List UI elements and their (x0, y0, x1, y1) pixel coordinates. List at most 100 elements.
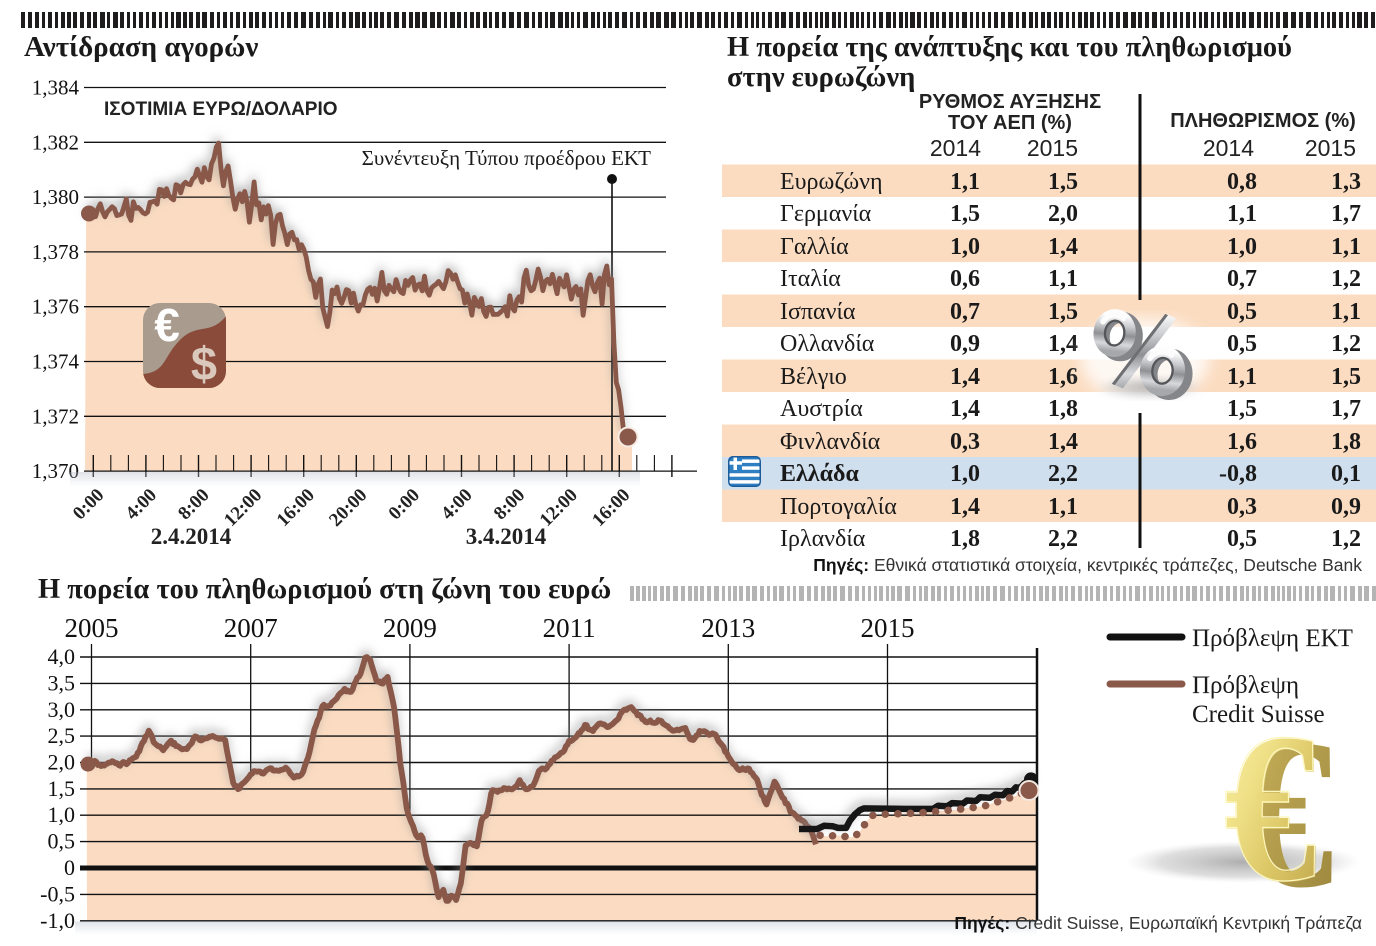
svg-text:Φινλανδία: Φινλανδία (780, 429, 881, 455)
svg-text:4:00: 4:00 (122, 485, 161, 524)
svg-text:-0,5: -0,5 (40, 881, 75, 906)
svg-text:Ισπανία: Ισπανία (780, 299, 856, 325)
svg-text:1,1: 1,1 (1331, 299, 1361, 325)
svg-text:$: $ (191, 337, 217, 390)
svg-text:1,2: 1,2 (1331, 331, 1361, 357)
svg-text:1,382: 1,382 (32, 130, 79, 154)
svg-text:Ευρωζώνη: Ευρωζώνη (780, 169, 883, 195)
svg-text:1,374: 1,374 (32, 350, 80, 374)
svg-text:2011: 2011 (543, 613, 596, 643)
svg-text:1,4: 1,4 (1048, 234, 1078, 260)
svg-text:0:00: 0:00 (69, 485, 108, 524)
svg-text:2,5: 2,5 (48, 723, 76, 748)
svg-text:1,0: 1,0 (950, 461, 980, 487)
svg-text:2,2: 2,2 (1048, 526, 1078, 552)
svg-text:2015: 2015 (1027, 135, 1078, 161)
svg-text:€: € (1224, 689, 1317, 926)
svg-text:ΡΥΘΜΟΣ ΑΥΞΗΣΗΣ: ΡΥΘΜΟΣ ΑΥΞΗΣΗΣ (919, 91, 1101, 113)
svg-text:1,1: 1,1 (1227, 201, 1257, 227)
svg-text:0,7: 0,7 (1227, 266, 1257, 292)
svg-text:0,5: 0,5 (1227, 331, 1257, 357)
svg-text:Πηγές: Credit Suisse, Ευρωπαϊκ: Πηγές: Credit Suisse, Ευρωπαϊκή Κεντρική… (954, 913, 1362, 933)
svg-text:0,3: 0,3 (1227, 494, 1257, 520)
svg-text:Γερμανία: Γερμανία (780, 201, 872, 227)
svg-text:Πορτογαλία: Πορτογαλία (780, 494, 897, 520)
svg-text:Πρόβλεψη ΕΚΤ: Πρόβλεψη ΕΚΤ (1192, 625, 1353, 652)
svg-text:1,5: 1,5 (1331, 364, 1361, 390)
svg-text:1,2: 1,2 (1331, 266, 1361, 292)
svg-text:1,1: 1,1 (1048, 266, 1078, 292)
svg-text:1,8: 1,8 (1048, 396, 1078, 422)
svg-text:0,5: 0,5 (1227, 526, 1257, 552)
svg-text:0,5: 0,5 (48, 829, 76, 854)
svg-text:16:00: 16:00 (588, 485, 634, 531)
svg-text:1,5: 1,5 (48, 776, 76, 801)
svg-text:2014: 2014 (1203, 135, 1254, 161)
svg-text:€: € (1241, 696, 1334, 933)
svg-text:Η πορεία της ανάπτυξης και του: Η πορεία της ανάπτυξης και του πληθωρισμ… (727, 32, 1292, 63)
svg-text:1,372: 1,372 (32, 404, 79, 428)
svg-text:1,5: 1,5 (1048, 169, 1078, 195)
svg-text:0: 0 (64, 855, 75, 880)
svg-text:4,0: 4,0 (48, 644, 76, 669)
svg-text:1,5: 1,5 (950, 201, 980, 227)
svg-text:Συνέντευξη Τύπου προέδρου ΕΚΤ: Συνέντευξη Τύπου προέδρου ΕΚΤ (362, 146, 651, 170)
svg-text:ΙΣΟΤΙΜΙΑ ΕΥΡΩ/ΔΟΛΑΡΙΟ: ΙΣΟΤΙΜΙΑ ΕΥΡΩ/ΔΟΛΑΡΙΟ (104, 99, 338, 120)
svg-text:2,0: 2,0 (48, 750, 76, 775)
svg-text:Credit Suisse: Credit Suisse (1192, 701, 1325, 728)
svg-text:0,8: 0,8 (1227, 169, 1257, 195)
svg-text:1,4: 1,4 (950, 396, 980, 422)
svg-text:8:00: 8:00 (174, 485, 213, 524)
svg-text:1,384: 1,384 (32, 76, 80, 100)
svg-text:20:00: 20:00 (325, 485, 371, 531)
svg-text:Γαλλία: Γαλλία (780, 234, 849, 260)
svg-text:1,1: 1,1 (950, 169, 980, 195)
svg-text:1,6: 1,6 (1227, 429, 1257, 455)
svg-text:Ιταλία: Ιταλία (780, 266, 841, 292)
svg-text:2007: 2007 (224, 613, 278, 643)
svg-text:0,6: 0,6 (950, 266, 980, 292)
svg-text:0:00: 0:00 (385, 485, 424, 524)
svg-text:1,5: 1,5 (1048, 299, 1078, 325)
svg-text:1,380: 1,380 (32, 185, 79, 209)
svg-text:2013: 2013 (701, 613, 755, 643)
svg-text:1,0: 1,0 (950, 234, 980, 260)
svg-text:Ολλανδία: Ολλανδία (780, 331, 875, 357)
svg-text:1,376: 1,376 (32, 295, 79, 319)
svg-text:1,2: 1,2 (1331, 526, 1361, 552)
svg-text:2015: 2015 (861, 613, 915, 643)
svg-text:0,9: 0,9 (950, 331, 980, 357)
svg-text:Ιρλανδία: Ιρλανδία (780, 526, 866, 552)
svg-text:Η πορεία του πληθωρισμού στη ζ: Η πορεία του πληθωρισμού στη ζώνη του ευ… (38, 574, 611, 605)
svg-text:ΤΟΥ ΑΕΠ (%): ΤΟΥ ΑΕΠ (%) (948, 112, 1072, 134)
svg-text:Αντίδραση αγορών: Αντίδραση αγορών (24, 31, 258, 63)
svg-text:0,1: 0,1 (1331, 461, 1361, 487)
svg-text:Πρόβλεψη: Πρόβλεψη (1192, 672, 1299, 699)
svg-text:8:00: 8:00 (490, 485, 529, 524)
svg-text:1,0: 1,0 (48, 802, 76, 827)
svg-text:ΠΛΗΘΩΡΙΣΜΟΣ (%): ΠΛΗΘΩΡΙΣΜΟΣ (%) (1170, 110, 1356, 132)
svg-text:0,3: 0,3 (950, 429, 980, 455)
svg-text:Βέλγιο: Βέλγιο (780, 364, 847, 390)
svg-text:1,6: 1,6 (1048, 364, 1078, 390)
svg-text:2.4.2014: 2.4.2014 (151, 524, 232, 549)
svg-text:1,7: 1,7 (1331, 396, 1361, 422)
svg-text:3,0: 3,0 (48, 697, 76, 722)
svg-text:-1,0: -1,0 (40, 908, 75, 933)
svg-text:1,5: 1,5 (1227, 396, 1257, 422)
svg-text:Ελλάδα: Ελλάδα (780, 461, 859, 487)
svg-text:4:00: 4:00 (437, 485, 476, 524)
svg-text:1,4: 1,4 (1048, 331, 1078, 357)
svg-text:Πηγές: Εθνικά στατιστικά στοιχ: Πηγές: Εθνικά στατιστικά στοιχεία, κεντρ… (813, 555, 1362, 575)
svg-text:2,0: 2,0 (1048, 201, 1078, 227)
svg-text:2005: 2005 (65, 613, 119, 643)
svg-text:Αυστρία: Αυστρία (780, 396, 863, 422)
svg-text:1,0: 1,0 (1227, 234, 1257, 260)
svg-text:2015: 2015 (1305, 135, 1356, 161)
svg-text:0,9: 0,9 (1331, 494, 1361, 520)
svg-text:-0,8: -0,8 (1219, 461, 1257, 487)
svg-text:0,5: 0,5 (1227, 299, 1257, 325)
svg-text:0,7: 0,7 (950, 299, 980, 325)
svg-text:1,7: 1,7 (1331, 201, 1361, 227)
svg-text:3.4.2014: 3.4.2014 (466, 524, 547, 549)
